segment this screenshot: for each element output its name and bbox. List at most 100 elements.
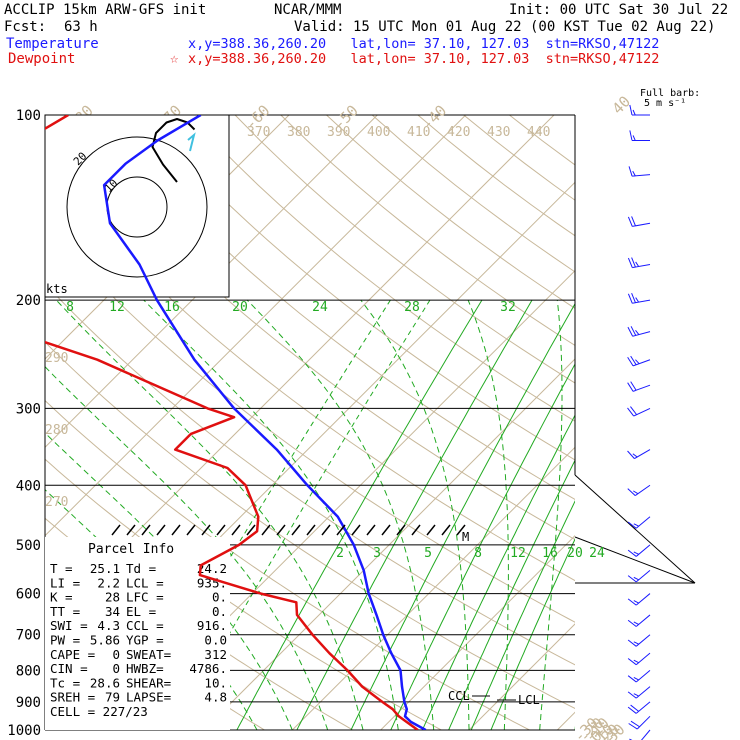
- theta-labels: 370 380 390 400 410 420 430 440 290 280 270: [45, 125, 550, 510]
- temperature-profile-line: [102, 115, 427, 730]
- level-hatch-mark: [441, 524, 451, 536]
- theta-label: 280: [45, 423, 68, 438]
- wind-barb: [627, 686, 651, 699]
- parcel-info-key: SREH =: [50, 690, 95, 705]
- wind-barb-feather: [627, 216, 633, 227]
- theta-label: 390: [327, 125, 350, 140]
- wind-barb: [627, 293, 651, 304]
- mixing-ratio-label: 12: [510, 546, 526, 561]
- dry-adiabat-line: [45, 282, 575, 666]
- wind-barb-feather: [633, 659, 639, 664]
- wind-barb-feather: [630, 406, 638, 415]
- plot-right-edge-lower: [574, 474, 696, 584]
- level-hatch-mark: [411, 524, 421, 536]
- moist-adiabat-line: [539, 300, 563, 730]
- wind-barb-feather: [635, 329, 640, 335]
- theta-label: 380: [287, 125, 310, 140]
- hodograph-ring: [66, 136, 208, 278]
- theta-label: 400: [367, 125, 390, 140]
- level-hatch-mark: [201, 524, 211, 536]
- parcel-info-key: YGP =: [126, 633, 164, 648]
- moist-adiabat-line: [467, 299, 509, 730]
- level-hatch-mark: [276, 524, 286, 536]
- level-hatch-mark: [111, 524, 121, 536]
- parcel-info-value: 4.8: [204, 690, 227, 705]
- dry-adiabat-line: [234, 115, 575, 384]
- wind-barb-feather: [627, 658, 637, 666]
- parcel-info-value: 28.6: [90, 675, 120, 690]
- dry-adiabat-line: [45, 224, 575, 623]
- wind-barb: [627, 544, 651, 557]
- wind-barb: [627, 593, 651, 606]
- dry-adiabat-line: [143, 115, 575, 461]
- hodograph-trace: [151, 118, 196, 183]
- dry-adiabat-line: [45, 164, 575, 582]
- wind-barb-feather: [635, 359, 640, 365]
- wind-barb: [627, 216, 651, 227]
- dry-adiabat-line: [463, 115, 575, 201]
- moist-adiabat-line: [246, 299, 435, 730]
- parcel-info-value: 4.3: [97, 618, 120, 633]
- m-level-marker: M: [462, 530, 469, 544]
- parcel-info-value: 4786.: [189, 661, 227, 676]
- wind-barb-feather: [632, 170, 636, 177]
- wind-barb-feather: [635, 297, 640, 303]
- level-hatch-mark: [156, 524, 166, 536]
- level-hatch-mark: [216, 524, 226, 536]
- parcel-info-value: 2.2: [97, 575, 120, 590]
- wind-barb-feather: [633, 490, 639, 495]
- pressure-tick-label: 800: [16, 663, 41, 679]
- mixing-ratio-label: 24: [589, 546, 605, 561]
- wind-barb-feather: [627, 639, 637, 647]
- wind-barb-feather: [633, 551, 639, 555]
- sounding-profiles: [45, 115, 427, 730]
- dry-adiabat-line: [97, 115, 575, 500]
- ccl-label: CCL: [448, 689, 470, 703]
- wind-barb: [627, 670, 651, 683]
- parcel-info-key: SHEAR=: [126, 675, 171, 690]
- level-hatch-mark: [456, 524, 466, 536]
- wind-barb: [628, 166, 651, 177]
- parcel-info-value: 28: [105, 590, 120, 605]
- wind-barb-feather: [630, 704, 639, 712]
- init-time: Init: 00 UTC Sat 30 Jul 22: [509, 2, 729, 18]
- dewpoint-station-info: x,y=388.36,260.20 lat,lon= 37.10, 127.03…: [188, 51, 660, 67]
- wind-barb: [629, 729, 651, 740]
- mixing-ratio-line: [490, 538, 575, 730]
- wind-barb-feather: [628, 723, 638, 730]
- parcel-info-key: SWI =: [50, 618, 88, 633]
- wind-barb-feather: [627, 575, 637, 583]
- level-hatch-mark: [231, 524, 241, 536]
- parcel-info-value: 25.1: [90, 561, 120, 576]
- parcel-info-value: 10.: [204, 675, 227, 690]
- level-hatch-mark: [246, 524, 256, 536]
- wind-barb-feather: [633, 693, 639, 697]
- wind-barb-feather: [632, 453, 638, 458]
- level-hatch-mark: [426, 524, 436, 536]
- pressure-axis-labels: 100 200 300 400 500 600 700 800 900 1000: [7, 108, 41, 739]
- parcel-info-value: 0: [112, 647, 120, 662]
- hodograph-storm-vector: [187, 132, 196, 152]
- dry-adiabat-line: [326, 115, 575, 309]
- wind-barb-feather: [632, 109, 636, 116]
- wind-barb-feather: [627, 407, 635, 417]
- theta-label: 370: [247, 125, 270, 140]
- wind-barb-feather: [627, 598, 637, 606]
- parcel-info-value: 79: [105, 690, 120, 705]
- parcel-info-key: K =: [50, 590, 73, 605]
- parcel-info-key: CAPE =: [50, 647, 95, 662]
- parcel-info-key: Td =: [126, 561, 156, 576]
- parcel-info-key: PW =: [50, 633, 80, 648]
- mixing-ratio-label: 32: [500, 300, 516, 315]
- wind-barb-feather: [627, 356, 634, 367]
- mixing-ratio-line: [470, 500, 575, 730]
- wind-barb: [627, 701, 651, 714]
- temperature-legend: Temperature: [6, 36, 99, 52]
- mixing-ratio-label: 24: [312, 300, 328, 315]
- wind-barb-feather: [627, 293, 633, 304]
- mixing-ratio-label: 16: [542, 546, 558, 561]
- level-hatch-mark: [366, 524, 376, 536]
- fcst-label: Fcst:: [4, 19, 47, 35]
- parcel-info-key: Tc =: [50, 675, 80, 690]
